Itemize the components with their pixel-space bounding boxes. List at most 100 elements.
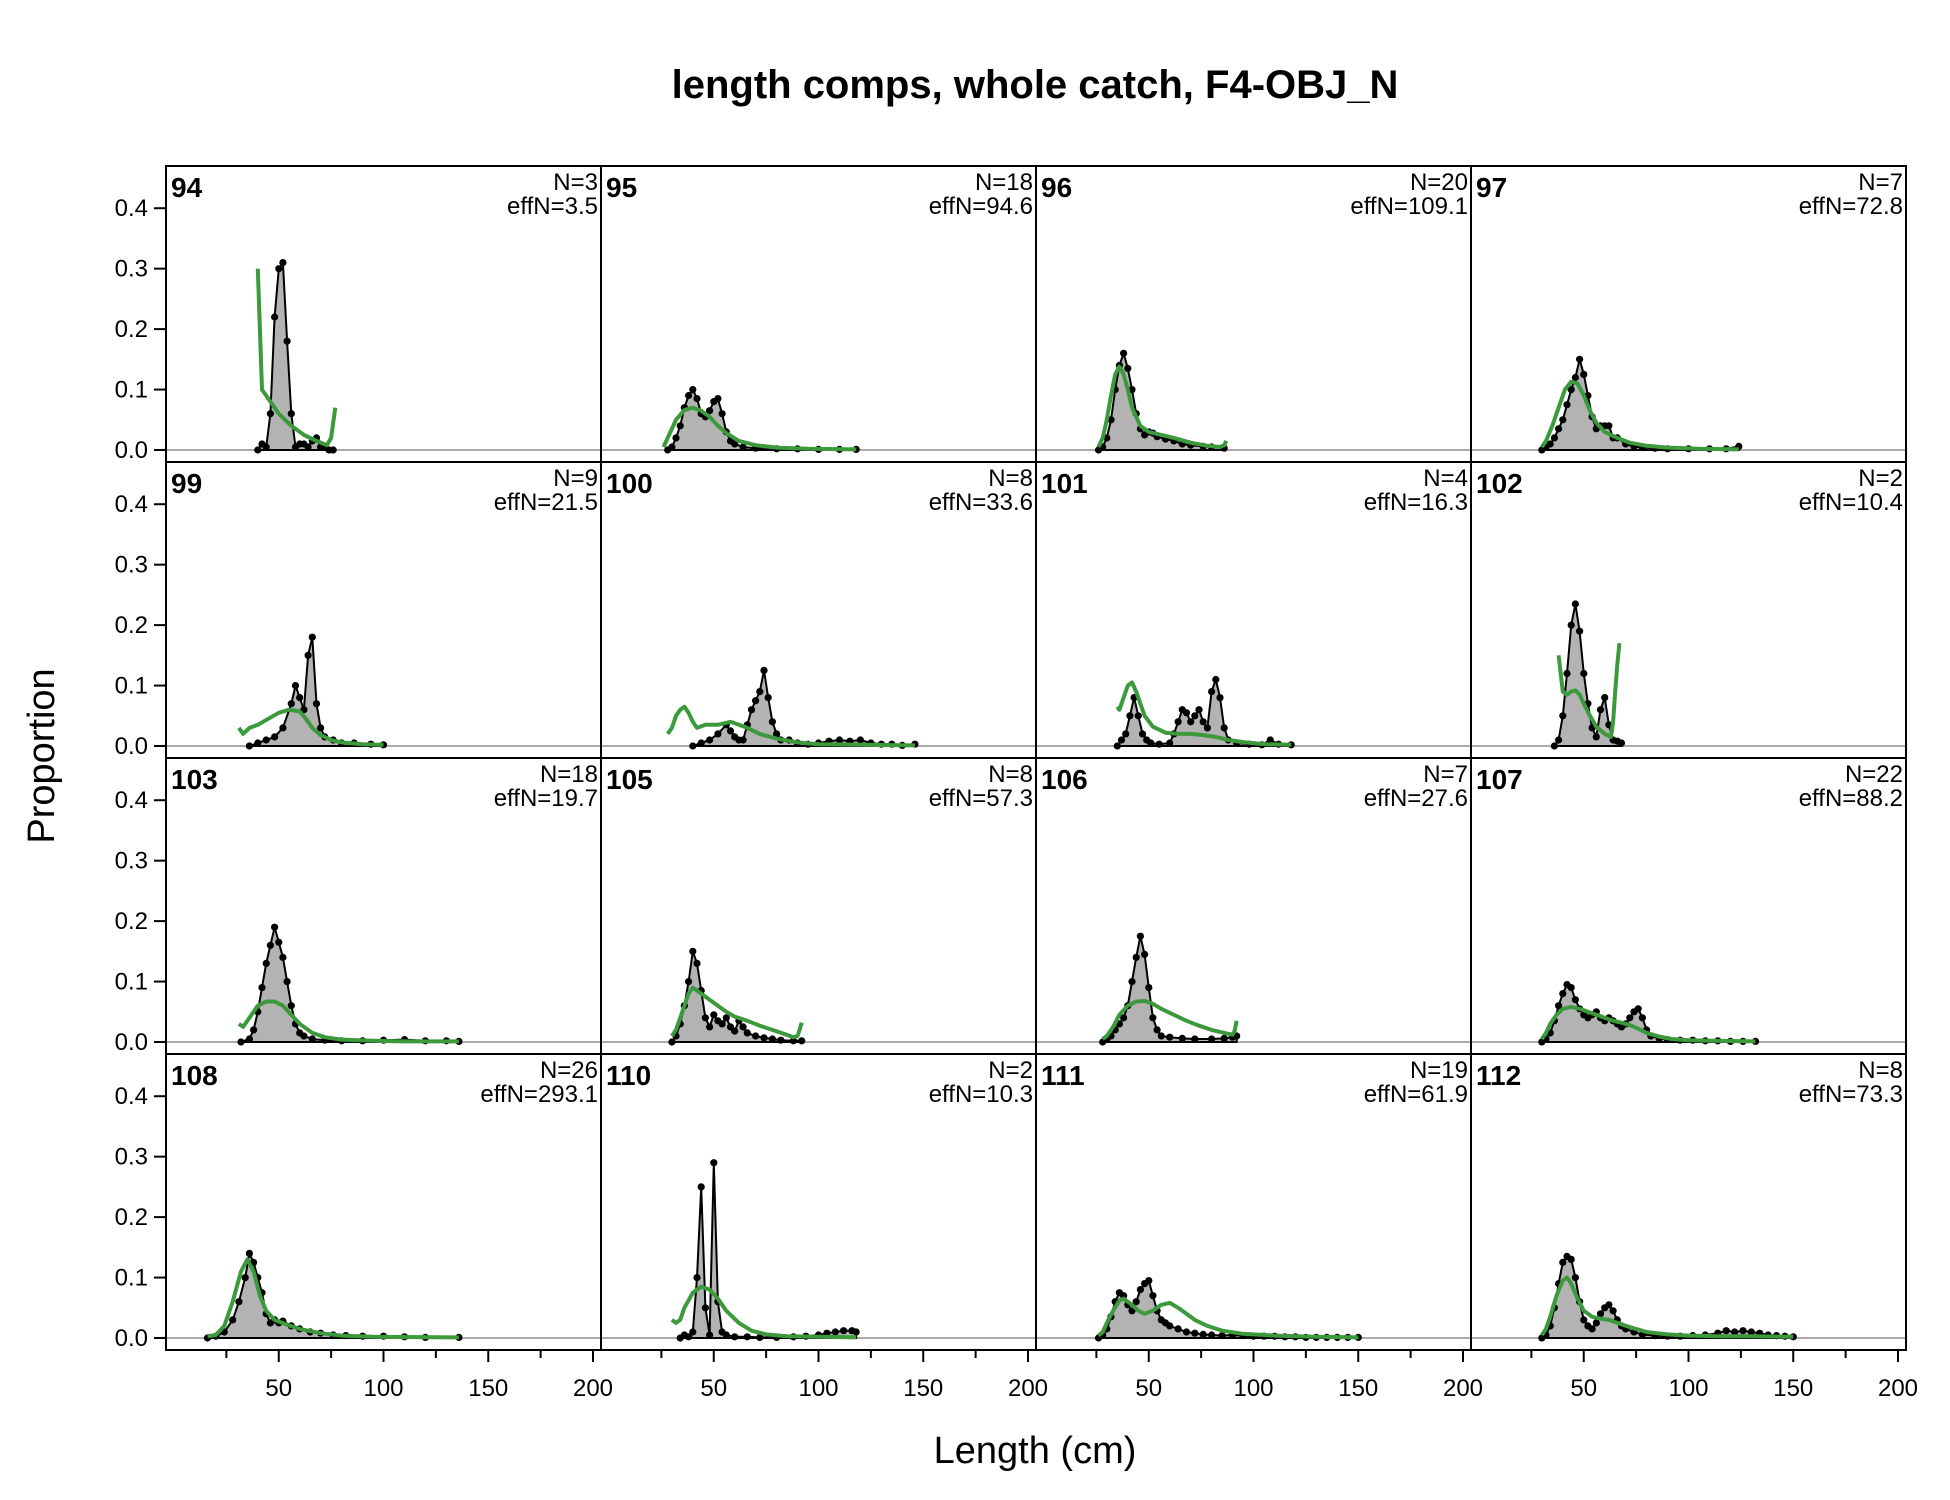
- expected-line: [207, 1257, 459, 1340]
- panel-effn-label: effN=33.6: [929, 489, 1033, 516]
- observed-point: [304, 651, 312, 659]
- observed-point: [668, 1038, 676, 1046]
- panel-year-label: 105: [606, 764, 653, 795]
- observed-point: [697, 1183, 705, 1191]
- observed-point: [317, 724, 325, 732]
- x-tick-label: 50: [1135, 1375, 1162, 1402]
- observed-point: [1747, 1328, 1755, 1336]
- x-tick-label: 150: [468, 1375, 508, 1402]
- observed-point: [1580, 370, 1588, 378]
- panel-year-label: 112: [1476, 1060, 1521, 1091]
- observed-point: [1571, 996, 1579, 1004]
- y-tick-label: 0.1: [115, 377, 148, 404]
- observed-point: [739, 1023, 747, 1031]
- observed-point: [672, 434, 680, 442]
- observed-point: [329, 446, 337, 454]
- observed-point: [279, 953, 287, 962]
- observed-point: [1596, 706, 1605, 714]
- panel-year-label: 95: [606, 172, 637, 203]
- panel-n-label: N=18: [975, 169, 1033, 196]
- observed-point: [1550, 434, 1558, 442]
- observed-point: [1588, 1325, 1596, 1333]
- expected-line: [1096, 364, 1229, 449]
- panel-year-label: 103: [171, 764, 218, 795]
- panel-n-label: N=2: [988, 1057, 1033, 1084]
- x-tick-label: 150: [1338, 1375, 1378, 1402]
- observed-point: [1174, 1325, 1182, 1333]
- observed-point: [676, 422, 684, 430]
- observed-point: [831, 1328, 839, 1336]
- observed-point: [693, 1274, 701, 1282]
- observed-point: [283, 337, 291, 345]
- observed-point: [722, 1014, 730, 1022]
- observed-point: [1266, 736, 1274, 744]
- observed-point: [266, 941, 274, 949]
- observed-point: [1601, 694, 1609, 702]
- observed-point: [739, 736, 747, 744]
- observed-point: [275, 265, 283, 273]
- x-tick-label: 100: [1668, 1375, 1708, 1402]
- observed-point: [731, 1333, 739, 1341]
- observed-point: [777, 1036, 785, 1044]
- observed-point: [258, 984, 266, 992]
- observed-point: [747, 706, 756, 714]
- x-tick-label: 200: [573, 1375, 613, 1402]
- observed-point: [710, 1011, 718, 1019]
- panel-year-label: 96: [1041, 172, 1072, 203]
- panel-effn-label: effN=19.7: [494, 785, 598, 812]
- observed-point: [1157, 1032, 1165, 1040]
- observed-point: [312, 700, 321, 708]
- observed-point: [1191, 1329, 1199, 1337]
- observed-point: [856, 736, 865, 744]
- observed-point: [1559, 416, 1567, 424]
- y-tick-label: 0.0: [115, 1029, 148, 1056]
- panel-n-label: N=8: [988, 465, 1033, 492]
- observed-point: [1571, 1274, 1579, 1282]
- panel-n-label: N=8: [1858, 1057, 1903, 1084]
- x-axis-label: Length (cm): [934, 1430, 1137, 1472]
- observed-point: [1559, 1258, 1567, 1266]
- observed-point: [706, 407, 714, 415]
- observed-point: [789, 1037, 798, 1045]
- observed-point: [726, 727, 735, 735]
- observed-point: [718, 1020, 726, 1028]
- observed-point: [235, 1298, 243, 1306]
- panel-n-label: N=8: [988, 761, 1033, 788]
- observed-point: [1126, 712, 1134, 720]
- observed-point: [1559, 990, 1567, 998]
- x-tick-label: 100: [363, 1375, 403, 1402]
- panel-effn-label: effN=73.3: [1799, 1081, 1903, 1108]
- observed-point: [1195, 706, 1203, 714]
- observed-point: [840, 1327, 848, 1335]
- panel-n-label: N=20: [1410, 169, 1468, 196]
- observed-point: [1218, 1332, 1226, 1340]
- observed-point: [1182, 1328, 1191, 1336]
- y-tick-label: 0.0: [115, 437, 148, 464]
- observed-point: [271, 733, 279, 741]
- observed-point: [1592, 733, 1600, 741]
- expected-line: [1097, 1296, 1359, 1340]
- observed-point: [835, 736, 844, 744]
- y-tick-label: 0.2: [115, 316, 148, 343]
- observed-point: [287, 1002, 295, 1010]
- observed-point: [710, 1159, 718, 1167]
- y-tick-label: 0.4: [115, 787, 148, 814]
- panel-effn-label: effN=3.5: [507, 193, 598, 220]
- observed-point: [1132, 1298, 1140, 1306]
- observed-point: [1149, 1292, 1157, 1300]
- observed-point: [1141, 950, 1149, 959]
- expected-line: [661, 405, 857, 452]
- observed-point: [1136, 932, 1144, 940]
- observed-point: [706, 1331, 714, 1339]
- observed-point: [1145, 984, 1153, 992]
- observed-area: [692, 670, 916, 747]
- y-tick-label: 0.2: [115, 908, 148, 935]
